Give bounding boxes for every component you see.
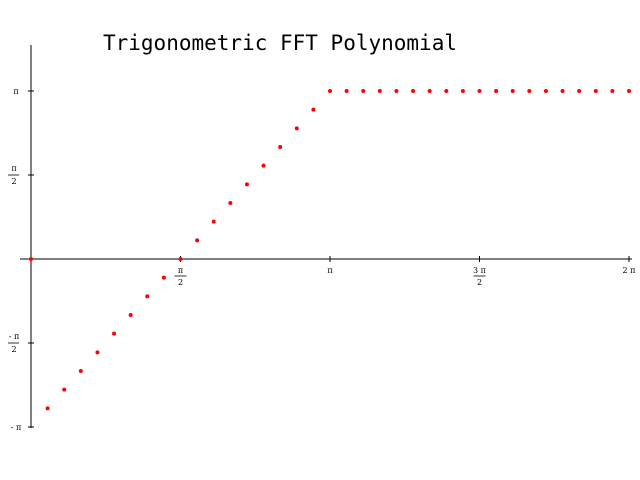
data-point	[494, 88, 499, 93]
data-point	[311, 107, 316, 112]
data-point	[560, 88, 565, 93]
y-tick-label: - π	[11, 423, 22, 432]
data-point	[328, 88, 333, 93]
data-point	[543, 88, 548, 93]
y-tick-label-denominator: 2	[11, 345, 16, 354]
data-point	[411, 88, 416, 93]
x-tick-label: 2 π	[623, 266, 636, 275]
data-point	[195, 238, 200, 243]
data-point	[510, 88, 515, 93]
y-tick-label: π	[13, 87, 18, 96]
x-tick-label-denominator: 2	[178, 278, 183, 287]
data-point	[394, 88, 399, 93]
data-point	[627, 88, 631, 93]
x-tick-label: π	[178, 266, 183, 275]
data-point	[128, 313, 133, 318]
data-point	[62, 387, 67, 392]
data-point	[610, 88, 615, 93]
y-tick-label-denominator: 2	[11, 177, 16, 186]
data-point	[460, 88, 465, 93]
data-point	[244, 182, 249, 187]
data-point	[228, 200, 233, 205]
data-point	[45, 406, 50, 411]
data-point	[211, 219, 216, 224]
data-point	[344, 88, 349, 93]
data-series	[29, 88, 631, 411]
data-point	[444, 88, 449, 93]
y-tick-label: π	[11, 164, 16, 173]
data-point	[361, 88, 366, 93]
x-tick-label: π	[327, 266, 332, 275]
x-tick-label-denominator: 2	[477, 278, 482, 287]
data-point	[477, 88, 482, 93]
data-point	[294, 126, 299, 131]
data-point	[161, 275, 166, 280]
data-point	[377, 88, 382, 93]
data-point	[78, 369, 83, 373]
y-tick-label: - π	[9, 332, 20, 341]
x-tick-label: 3 π	[473, 266, 486, 275]
data-point	[577, 88, 582, 93]
data-point	[527, 88, 532, 93]
chart-title: Trigonometric FFT Polynomial	[103, 31, 457, 55]
data-point	[112, 331, 117, 336]
data-point	[29, 257, 33, 261]
data-point	[278, 145, 283, 149]
data-point	[593, 88, 598, 93]
data-point	[95, 350, 100, 355]
data-point	[178, 257, 183, 261]
tick-group: π 2 π 3 π 2 2 π π π 2 - π 2 - π	[8, 87, 635, 432]
data-point	[261, 163, 266, 168]
data-point	[145, 294, 150, 299]
data-point	[427, 88, 432, 93]
